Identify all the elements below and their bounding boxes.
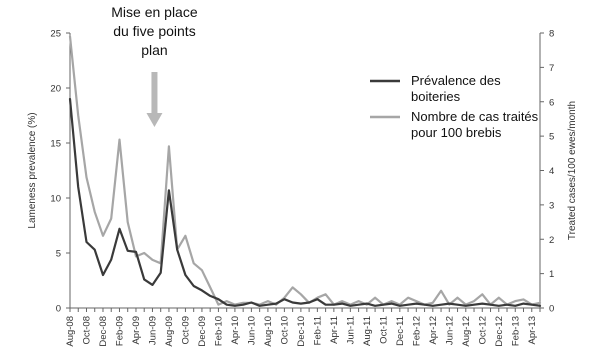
x-tick-label: Dec-11 xyxy=(395,316,406,346)
x-tick-label: Aug-09 xyxy=(164,316,175,347)
x-tick-label: Oct-09 xyxy=(180,316,191,345)
x-tick-label: Oct-11 xyxy=(378,316,389,344)
left-tick-label: 5 xyxy=(56,249,61,260)
right-tick-label: 7 xyxy=(549,63,554,74)
left-tick-label: 0 xyxy=(56,304,61,315)
y-axis-title: Lameness prevalence (%) xyxy=(27,112,38,228)
right-tick-label: 4 xyxy=(549,166,554,177)
x-tick-label: Apr-10 xyxy=(230,316,241,345)
x-tick-label: Apr-13 xyxy=(527,316,538,345)
x-tick-label: Dec-08 xyxy=(98,316,109,347)
annotation-text: Mise en place xyxy=(111,4,198,20)
left-tick-label: 10 xyxy=(50,194,61,205)
annotation-text: plan xyxy=(141,42,167,58)
axes-layer xyxy=(66,32,544,312)
y2-axis-title: Treated cases/100 ewes/month xyxy=(567,101,578,240)
x-tick-label: Aug-11 xyxy=(362,316,373,346)
series-layer xyxy=(68,35,542,307)
legend-label: Prévalence des xyxy=(411,73,501,88)
x-tick-label: Apr-09 xyxy=(131,316,142,345)
right-tick-label: 5 xyxy=(549,132,554,143)
legend-label: boiteries xyxy=(411,89,461,104)
left-tick-label: 20 xyxy=(50,84,61,95)
x-tick-label: Oct-08 xyxy=(81,316,92,345)
x-tick-label: Jun-12 xyxy=(444,316,455,345)
legend-label: pour 100 brebis xyxy=(411,125,502,140)
x-tick-label: Apr-11 xyxy=(329,316,340,344)
x-tick-label: Dec-09 xyxy=(197,316,208,347)
x-tick-label: Dec-12 xyxy=(494,316,505,347)
x-tick-label: Apr-12 xyxy=(428,316,439,345)
right-tick-label: 2 xyxy=(549,235,554,246)
x-tick-label: Jun-09 xyxy=(147,316,158,345)
right-tick-label: 1 xyxy=(549,269,554,280)
annotation-text: du five points xyxy=(113,23,196,39)
left-tick-label: 15 xyxy=(50,139,61,150)
right-tick-label: 0 xyxy=(549,304,554,315)
left-tick-label: 25 xyxy=(50,29,61,40)
legend-label: Nombre de cas traités xyxy=(411,109,539,124)
x-tick-label: Oct-10 xyxy=(279,316,290,345)
right-tick-label: 3 xyxy=(549,200,554,211)
x-tick-label: Aug-08 xyxy=(65,316,76,347)
labels-layer: 0 5 10 15 20 25 0 1 2 3 4 5 6 7 8 Aug-08 Oct-08 Dec-08 Feb… xyxy=(27,4,578,347)
x-tick-label: Oct-12 xyxy=(477,316,488,345)
annotation-arrow-head xyxy=(146,113,163,127)
x-tick-label: Dec-10 xyxy=(296,316,307,347)
x-tick-label: Jun-11 xyxy=(345,316,356,344)
series-line-treated-cases xyxy=(68,35,542,306)
x-tick-label: Feb-12 xyxy=(411,316,422,346)
x-tick-label: Aug-10 xyxy=(263,316,274,347)
x-tick-label: Aug-12 xyxy=(461,316,472,347)
x-tick-label: Feb-09 xyxy=(114,316,125,346)
x-tick-label: Feb-13 xyxy=(510,316,521,346)
x-tick-label: Feb-10 xyxy=(213,316,224,346)
series-line-lameness-prevalence xyxy=(68,97,542,307)
annotation-arrow-shaft xyxy=(151,72,158,113)
right-tick-label: 6 xyxy=(549,97,554,108)
x-tick-label: Jun-10 xyxy=(246,316,257,345)
right-tick-label: 8 xyxy=(549,29,554,40)
x-tick-label: Feb-11 xyxy=(312,316,323,345)
